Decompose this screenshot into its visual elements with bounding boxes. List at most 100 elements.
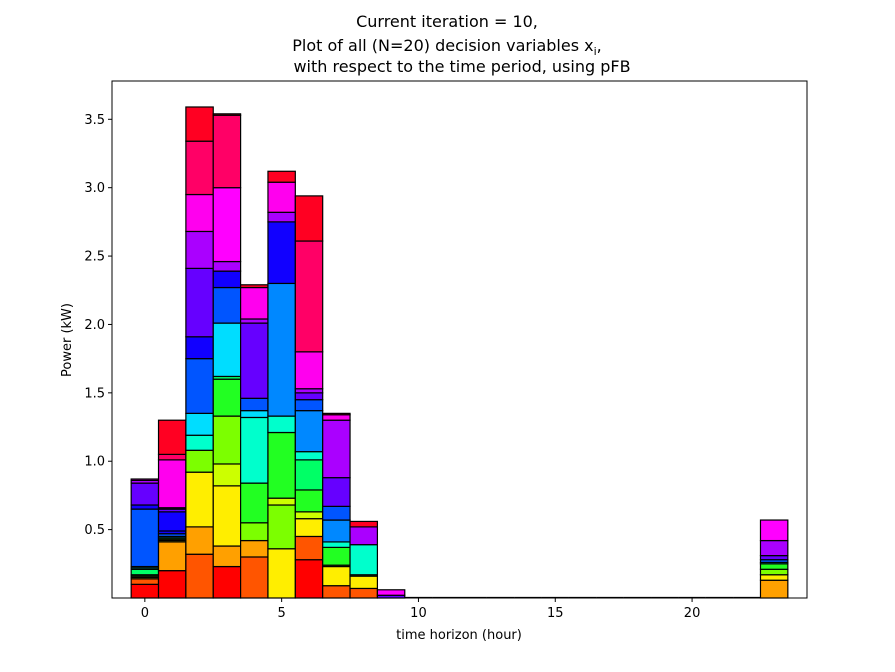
chart-title-suffix: , <box>597 36 602 55</box>
bar-segment-hour-2-8 <box>185 267 214 338</box>
bar-segment-hour-4-4 <box>240 416 269 484</box>
bar-segment-hour-7-0 <box>322 585 351 599</box>
bar-segment-hour-5-6 <box>267 221 296 285</box>
bar-segment-hour-3-13 <box>212 113 242 116</box>
bar-segment-hour-6-1 <box>294 535 324 561</box>
bar-segment-hour-6-3 <box>294 511 324 520</box>
bar-segment-hour-0-9 <box>130 504 160 510</box>
bar-segment-hour-2-1 <box>185 526 214 555</box>
bar-segment-hour-3-7 <box>212 322 242 378</box>
bar-segment-hour-5-7 <box>267 211 296 223</box>
bar-segment-hour-2-9 <box>185 230 214 269</box>
bar-segment-hour-3-10 <box>212 260 242 272</box>
bar-segment-hour-1-13 <box>157 419 187 455</box>
bar-segment-hour-2-12 <box>185 106 214 142</box>
bar-segment-hour-23-0 <box>759 579 789 599</box>
bar-segment-hour-2-0 <box>185 553 214 599</box>
bar-segment-hour-0-5 <box>130 568 160 576</box>
bar-segment-hour-0-12 <box>130 478 160 481</box>
bar-segment-hour-5-1 <box>267 504 296 550</box>
bar-segment-hour-6-2 <box>294 518 324 538</box>
bar-segment-hour-7-3 <box>322 546 351 566</box>
bar-segment-hour-4-2 <box>240 522 269 542</box>
chart-title-line-1: Current iteration = 10, <box>356 12 538 31</box>
bar-segment-hour-3-12 <box>212 114 242 189</box>
bar-segment-hour-7-8 <box>322 419 351 479</box>
x-tick-label-20: 20 <box>684 606 701 621</box>
bar-segment-hour-8-3 <box>349 544 379 576</box>
chart-title-subscript: i <box>594 45 597 58</box>
bar-segment-hour-5-8 <box>267 181 296 213</box>
bar-segment-hour-6-11 <box>294 351 324 390</box>
bar-segment-hour-7-6 <box>322 505 351 521</box>
bar-segment-hour-6-8 <box>294 399 324 412</box>
bar-stacks <box>130 106 789 599</box>
bar-segment-hour-5-9 <box>267 170 296 183</box>
bar-segment-hour-0-1 <box>130 578 160 585</box>
bar-segment-hour-5-4 <box>267 415 296 434</box>
bar-segment-hour-23-7 <box>759 539 789 557</box>
bar-segment-hour-3-1 <box>212 545 242 568</box>
y-tick-label-5: 3.0 <box>84 181 105 196</box>
bar-segment-hour-1-8 <box>157 511 187 532</box>
bar-segment-hour-6-4 <box>294 489 324 513</box>
bar-segment-hour-2-10 <box>185 193 214 233</box>
bar-segment-hour-4-6 <box>240 397 269 412</box>
y-tick-label-1: 1.0 <box>84 455 105 470</box>
chart-title-line-2: Plot of all (N=20) decision variables xi… <box>292 36 601 58</box>
bar-segment-hour-7-7 <box>322 477 351 507</box>
x-tick-label-5: 5 <box>278 606 286 621</box>
bar-segment-hour-6-12 <box>294 240 324 353</box>
bar-segment-hour-1-0 <box>157 570 187 599</box>
bar-segment-hour-3-2 <box>212 485 242 547</box>
bar-segment-hour-4-5 <box>240 410 269 419</box>
bar-segment-hour-23-8 <box>759 519 789 542</box>
bar-segment-hour-23-3 <box>759 563 789 570</box>
bar-segment-hour-0-8 <box>130 508 160 568</box>
y-axis-label: Power (kW) <box>60 303 75 377</box>
bar-segment-hour-4-7 <box>240 322 269 399</box>
bar-segment-hour-4-9 <box>240 286 269 320</box>
bar-segment-hour-4-1 <box>240 539 269 558</box>
bar-segment-hour-5-0 <box>267 548 296 599</box>
bar-segment-hour-8-0 <box>349 587 379 599</box>
bar-segment-hour-3-0 <box>212 565 242 599</box>
chart-title-line-2-text: Plot of all (N=20) decision variables x <box>292 36 593 55</box>
bar-segment-hour-1-12 <box>157 453 187 461</box>
bar-segment-hour-8-1 <box>349 575 379 590</box>
bar-segment-hour-6-6 <box>294 451 324 461</box>
bar-segment-hour-2-6 <box>185 358 214 414</box>
bar-segment-hour-6-0 <box>294 559 324 599</box>
bar-segment-hour-2-4 <box>185 434 214 451</box>
bar-segment-hour-6-7 <box>294 410 324 453</box>
bar-segment-hour-7-4 <box>322 541 351 548</box>
x-axis-ticks: 0 5 10 15 20 <box>141 598 701 621</box>
bar-segment-hour-5-3 <box>267 431 296 499</box>
bar-segment-hour-3-3 <box>212 463 242 487</box>
bar-segment-hour-7-9 <box>322 414 351 421</box>
bar-segment-hour-2-3 <box>185 449 214 473</box>
bar-segment-hour-8-4 <box>349 526 379 546</box>
bar-segment-hour-23-2 <box>759 568 789 576</box>
y-tick-label-6: 3.5 <box>84 113 105 128</box>
plot-area: 0 5 10 15 20 0.5 1.0 1.5 2.0 2.5 3.0 3.5 <box>84 80 808 621</box>
bar-segment-hour-5-5 <box>267 282 296 417</box>
bar-segment-hour-3-4 <box>212 415 242 465</box>
y-tick-label-3: 2.0 <box>84 318 105 333</box>
bar-segment-hour-7-10 <box>322 412 351 416</box>
bar-segment-hour-8-5 <box>349 520 379 528</box>
bar-segment-hour-23-6 <box>759 554 789 561</box>
bar-segment-hour-0-10 <box>130 482 160 506</box>
bar-segment-hour-7-5 <box>322 519 351 543</box>
bar-segment-hour-2-7 <box>185 336 214 360</box>
bar-segment-hour-2-11 <box>185 140 214 196</box>
bar-segment-hour-4-8 <box>240 318 269 324</box>
bar-segment-hour-3-5 <box>212 378 242 417</box>
bar-segment-hour-7-1 <box>322 565 351 587</box>
bar-segment-hour-2-5 <box>185 412 214 436</box>
bar-segment-hour-6-9 <box>294 392 324 401</box>
x-tick-label-15: 15 <box>547 606 564 621</box>
y-tick-label-4: 2.5 <box>84 250 105 265</box>
bar-segment-hour-3-9 <box>212 270 242 289</box>
